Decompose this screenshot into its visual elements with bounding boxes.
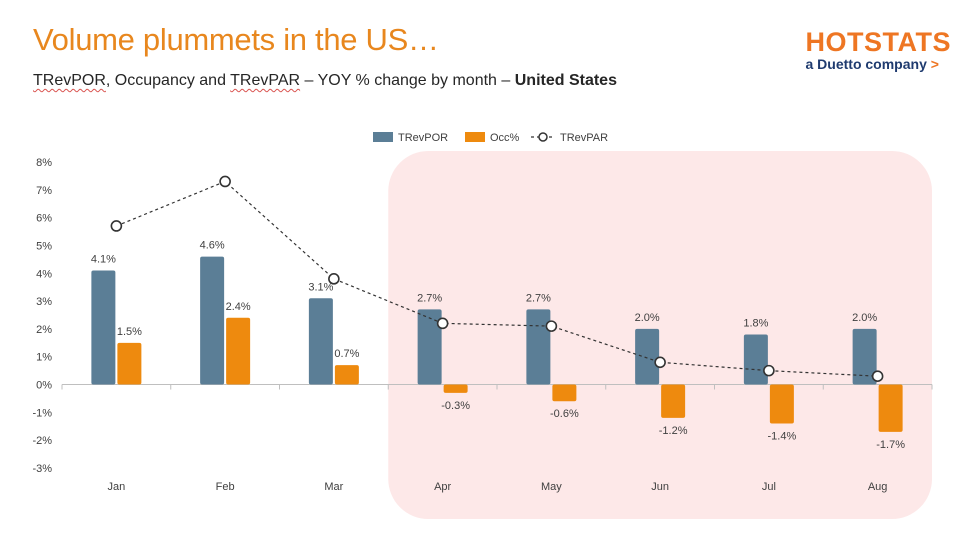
occ-bar xyxy=(552,384,577,402)
occ-bar xyxy=(661,384,686,418)
y-axis-ticks: 8% 7% 6% 5% 4% 3% 2% 1% 0% -1% -2% -3% xyxy=(32,157,52,475)
trevpor-bar xyxy=(743,334,768,385)
occ-bar-label: -1.7% xyxy=(876,439,905,451)
trevpor-bar xyxy=(635,328,660,385)
legend-trevpor-swatch xyxy=(373,132,393,142)
trevpar-point xyxy=(328,273,340,285)
trevpor-bar-label: 3.1% xyxy=(308,281,333,293)
subtitle-trevpor: TRevPOR xyxy=(33,72,106,89)
legend: TRevPOR Occ% TRevPAR xyxy=(373,132,608,144)
trevpor-bar-label: 4.6% xyxy=(200,240,225,252)
trevpar-point xyxy=(871,370,884,383)
logo-arrow-icon: > xyxy=(930,56,939,72)
y-tick-label: 7% xyxy=(36,185,52,197)
trevpar-point xyxy=(436,317,449,330)
y-tick-label: 3% xyxy=(36,296,52,308)
logo-tagline-text: a Duetto company xyxy=(805,56,927,72)
occ-bar xyxy=(443,384,468,393)
x-tick-label: Apr xyxy=(434,481,451,493)
trevpor-bar-label: 2.0% xyxy=(852,312,877,324)
occ-bar xyxy=(117,342,142,385)
occ-bar xyxy=(769,384,794,424)
subtitle-occupancy: , Occupancy and xyxy=(105,72,231,89)
trevpar-point xyxy=(110,220,123,232)
trevpor-bar-label: 2.0% xyxy=(635,312,660,324)
trevpor-bar-label: 2.7% xyxy=(526,292,551,304)
y-tick-label: 6% xyxy=(36,213,52,225)
legend-occ-label: Occ% xyxy=(490,132,520,144)
trevpor-bar-label: 1.8% xyxy=(743,317,768,329)
y-tick-label: 8% xyxy=(36,157,52,169)
occ-bar-label: -1.2% xyxy=(659,425,688,437)
x-axis-ticks: Jan Feb Mar Apr May Jun Jul Aug xyxy=(61,384,933,493)
bars xyxy=(91,256,903,432)
page-title: Volume plummets in the US… xyxy=(33,22,439,57)
legend-trevpar-label: TRevPAR xyxy=(560,132,608,144)
x-tick-label: Jun xyxy=(651,481,669,493)
trevpor-bar xyxy=(526,309,551,385)
trevpar-line-layer xyxy=(110,175,884,383)
legend-trevpar-marker xyxy=(538,132,548,142)
logo-tagline: a Duetto company > xyxy=(806,56,952,72)
trevpor-bar xyxy=(91,270,116,385)
x-tick-label: Jul xyxy=(762,481,776,493)
occ-bar xyxy=(334,365,359,385)
occ-bar xyxy=(226,317,251,385)
data-labels: 4.1% 4.6% 3.1% 2.7% 2.7% 2.0% 1.8% 2.0% 1.5% 2.4%… xyxy=(91,240,905,451)
x-tick-label: May xyxy=(541,481,562,493)
x-tick-label: Jan xyxy=(108,481,126,493)
y-tick-label: 5% xyxy=(36,240,52,252)
occ-bar-label: -0.6% xyxy=(550,408,579,420)
trevpar-point xyxy=(654,356,666,369)
occ-bar xyxy=(878,384,903,432)
hotstats-logo: HOTSTATS a Duetto company > xyxy=(806,28,952,72)
y-tick-label: 0% xyxy=(36,380,52,392)
y-tick-label: -3% xyxy=(32,463,52,475)
subtitle-yoy: – YOY % change by month – xyxy=(300,72,515,89)
subtitle-region: United States xyxy=(514,72,617,89)
legend-trevpor-label: TRevPOR xyxy=(398,132,448,144)
occ-bar-label: 2.4% xyxy=(226,301,251,313)
x-tick-label: Mar xyxy=(324,481,343,493)
occ-bar-label: 1.5% xyxy=(117,326,142,338)
legend-occ-swatch xyxy=(465,132,485,142)
page-subtitle: TRevPOR, Occupancy and TRevPAR – YOY % c… xyxy=(33,72,617,90)
y-tick-label: 4% xyxy=(36,268,52,280)
y-tick-label: 1% xyxy=(36,352,52,364)
x-tick-label: Aug xyxy=(868,481,888,493)
occ-bar-label: -0.3% xyxy=(441,400,470,412)
trevpar-point xyxy=(545,320,558,332)
trevpor-bar-label: 4.1% xyxy=(91,253,116,265)
trevpor-bar xyxy=(200,256,225,385)
x-tick-label: Feb xyxy=(216,481,235,493)
y-tick-label: 2% xyxy=(36,324,52,336)
trevpor-bar xyxy=(417,309,442,385)
subtitle-trevpar: TRevPAR xyxy=(230,72,301,89)
occ-bar-label: -1.4% xyxy=(768,430,797,442)
highlight-region xyxy=(388,151,932,519)
occ-bar-label: 0.7% xyxy=(334,348,359,360)
trevpor-bar-label: 2.7% xyxy=(417,292,442,304)
trevpor-bar xyxy=(852,328,877,385)
trevpar-point xyxy=(763,364,775,377)
logo-wordmark: HOTSTATS xyxy=(805,27,951,57)
y-tick-label: -1% xyxy=(32,407,52,419)
y-tick-label: -2% xyxy=(32,435,52,447)
trevpor-bar xyxy=(308,298,333,385)
trevpar-point xyxy=(219,175,231,188)
